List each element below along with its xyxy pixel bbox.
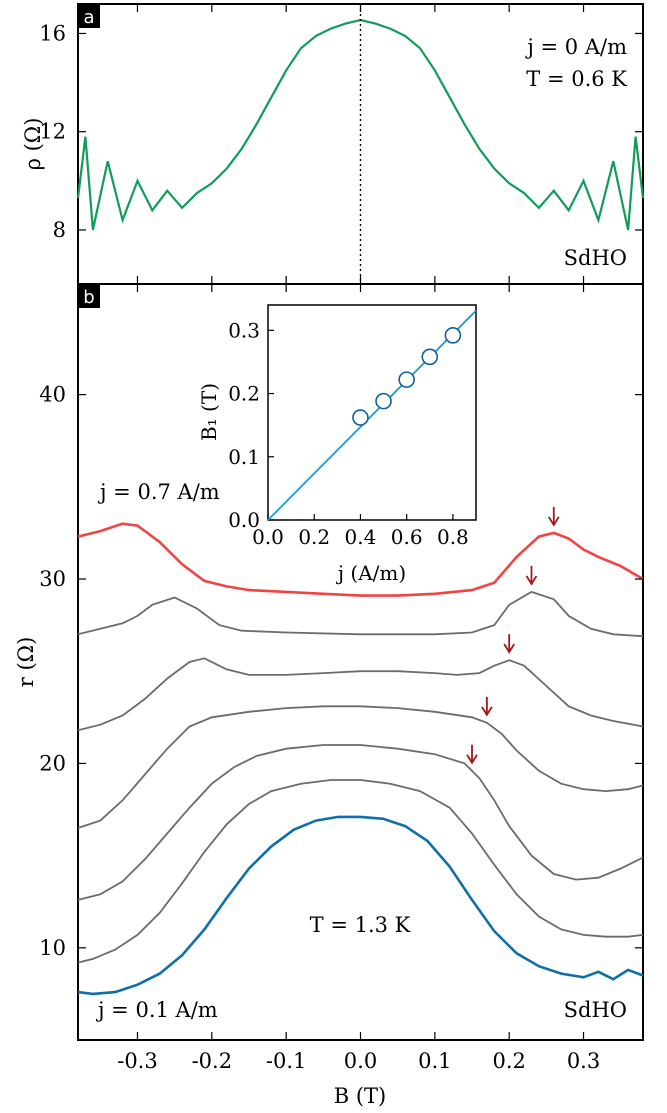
inset-data-point xyxy=(398,371,415,388)
inset-y-tick-label: 0.2 xyxy=(228,382,260,406)
r-curve xyxy=(77,779,644,964)
inset-y-tick-label: 0.1 xyxy=(228,445,260,469)
inset-y-tick-label: 0.3 xyxy=(228,318,260,342)
inset-data-point xyxy=(352,409,369,426)
r-curve xyxy=(77,657,644,732)
panel-a-label: a xyxy=(83,7,94,28)
inset-x-tick-label: 0.2 xyxy=(298,525,330,549)
top-curve-label: j = 0.7 A/m xyxy=(97,480,220,504)
peak-arrow xyxy=(503,634,515,654)
panel-b-badge xyxy=(78,284,100,308)
sdho-label: SdHO xyxy=(564,246,627,270)
temperature-annotation: T = 1.3 K xyxy=(310,913,411,937)
y-axis-label-rho: ρ (Ω) xyxy=(21,118,45,171)
annotation-temperature: T = 0.6 K xyxy=(526,67,627,91)
panel-a-badge xyxy=(78,4,100,28)
inset-chart: 0.0 0.2 0.4 0.6 0.8 0.0 0.1 0.2 0.3 B₁ (T) j (A/… xyxy=(197,304,477,585)
y-tick-label: 8 xyxy=(53,218,66,242)
inset-x-tick-label: 0.8 xyxy=(437,525,469,549)
panel-b: -0.3 -0.2 -0.1 0.0 0.1 0.2 0.3 10 20 30 40 b j = 0… xyxy=(14,283,644,1108)
x-tick-label: -0.3 xyxy=(117,1049,158,1073)
inset-x-tick-label: 0.6 xyxy=(391,525,423,549)
x-tick-label: 0.3 xyxy=(567,1049,600,1073)
x-tick-label: 0.0 xyxy=(344,1049,377,1073)
annotation-current: j = 0 A/m xyxy=(524,35,627,59)
x-axis-label-b: B (T) xyxy=(334,1084,387,1108)
peak-arrow xyxy=(525,565,538,586)
x-tick-label: -0.2 xyxy=(192,1049,233,1073)
y-tick-label: 30 xyxy=(39,567,66,591)
y-tick-label: 12 xyxy=(39,120,66,144)
inset-x-axis-label: j (A/m) xyxy=(336,561,406,585)
inset-data-point xyxy=(421,348,439,366)
y-tick-label: 20 xyxy=(39,751,66,775)
peak-arrow xyxy=(548,506,560,527)
y-tick-label: 40 xyxy=(39,383,66,407)
peak-arrow xyxy=(481,696,493,717)
sdho-label-b: SdHO xyxy=(564,998,627,1022)
bottom-curve-label: j = 0.1 A/m xyxy=(95,998,218,1022)
inset-data-point xyxy=(444,327,462,344)
panel-a: 8 12 16 a j = 0 A/m T = 0.6 K SdHO ρ (Ω) xyxy=(21,3,645,285)
x-tick-label: 0.2 xyxy=(492,1049,525,1073)
inset-x-tick-label: 0.4 xyxy=(345,525,377,549)
inset-y-tick-label: 0.0 xyxy=(228,508,260,532)
x-tick-label: 0.1 xyxy=(418,1049,451,1073)
inset-x-tick-label: 0.0 xyxy=(252,525,284,549)
r-curve xyxy=(77,705,644,829)
r-curve xyxy=(77,522,644,597)
inset-y-axis-label: B₁ (T) xyxy=(197,383,221,441)
x-tick-label: -0.1 xyxy=(266,1049,307,1073)
r-curve xyxy=(77,744,644,901)
peak-arrow xyxy=(466,744,478,765)
fit-line xyxy=(267,310,477,521)
y-tick-label: 10 xyxy=(39,936,66,960)
r-curve xyxy=(77,590,644,638)
inset-data-point xyxy=(375,392,392,410)
panel-b-label: b xyxy=(83,287,94,308)
r-curve xyxy=(77,815,644,996)
y-axis-label-r: r (Ω) xyxy=(14,637,38,688)
y-tick-label: 16 xyxy=(39,21,66,45)
